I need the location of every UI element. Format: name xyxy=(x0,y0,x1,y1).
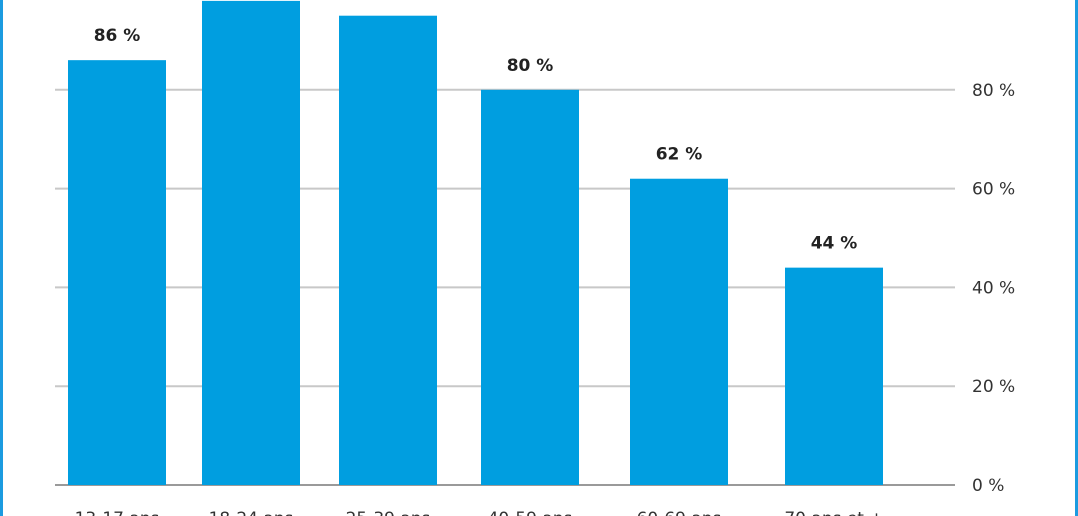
x-axis-labels: 13-17 ans 18-24 ans 25-39 ans 40-59 ans 60-6… xyxy=(75,509,884,516)
bars xyxy=(68,0,883,486)
bar-6 xyxy=(785,267,883,485)
data-label-1: 86 % xyxy=(94,26,141,46)
bar-2 xyxy=(202,0,300,485)
data-label-5: 62 % xyxy=(656,145,703,165)
y-tick-label-80: 80 % xyxy=(972,81,1015,101)
y-axis-ticks: 0 % 20 % 40 % 60 % 80 % xyxy=(972,81,1015,496)
data-label-4: 80 % xyxy=(507,56,554,76)
data-label-6: 44 % xyxy=(811,234,858,254)
bar-chart: 86 % 80 % 62 % 44 % 0 % 20 % 40 % 60 % 80 % 13-… xyxy=(55,0,1015,516)
y-tick-label-20: 20 % xyxy=(972,377,1015,397)
y-tick-label-40: 40 % xyxy=(972,278,1015,298)
y-tick-label-60: 60 % xyxy=(972,180,1015,200)
x-category-label-6: 70 ans et + xyxy=(784,509,883,516)
y-tick-label-0: 0 % xyxy=(972,476,1004,496)
x-category-label-2: 18-24 ans xyxy=(209,509,294,516)
bar-1 xyxy=(68,60,166,485)
x-category-label-3: 25-39 ans xyxy=(346,509,431,516)
bar-4 xyxy=(481,89,579,486)
x-category-label-4: 40-59 ans xyxy=(488,509,573,516)
bar-3 xyxy=(339,15,437,485)
x-category-label-5: 60-69 ans xyxy=(637,509,722,516)
bar-5 xyxy=(630,178,728,485)
data-labels: 86 % 80 % 62 % 44 % xyxy=(94,26,858,253)
x-category-label-1: 13-17 ans xyxy=(75,509,160,516)
